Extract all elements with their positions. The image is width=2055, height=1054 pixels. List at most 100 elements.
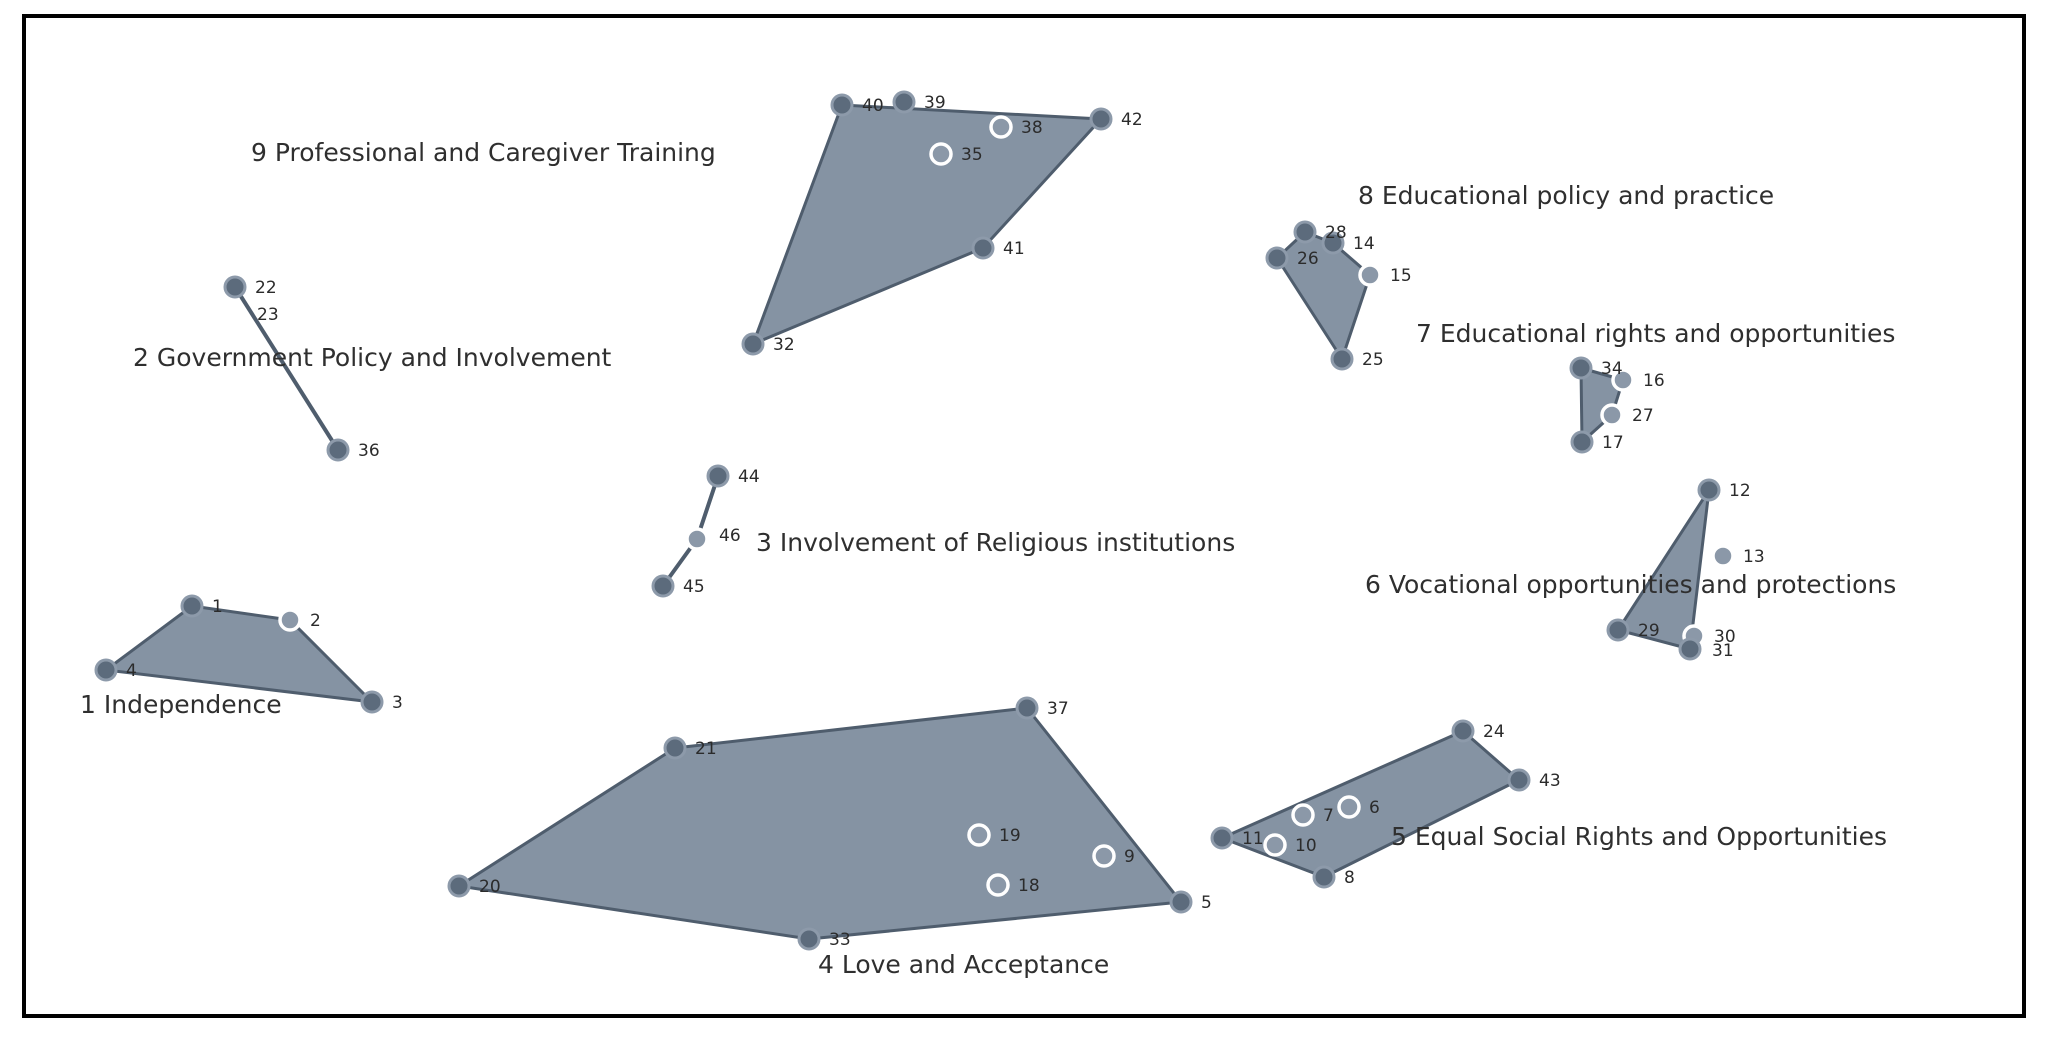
point-label-32: 32 xyxy=(773,335,795,355)
point-label-27: 27 xyxy=(1632,406,1654,426)
point-label-38: 38 xyxy=(1021,118,1043,138)
point-label-3: 3 xyxy=(392,693,403,713)
point-label-29: 29 xyxy=(1638,621,1660,641)
point-40 xyxy=(830,93,854,117)
cluster-label-c8: 8 Educational policy and practice xyxy=(1358,181,1774,210)
point-12 xyxy=(1697,478,1721,502)
point-34 xyxy=(1569,356,1593,380)
point-label-1: 1 xyxy=(212,597,223,617)
point-label-17: 17 xyxy=(1602,433,1624,453)
point-46 xyxy=(685,527,709,551)
point-label-33: 33 xyxy=(829,930,851,950)
point-label-22: 22 xyxy=(255,278,277,298)
point-9 xyxy=(1092,844,1116,868)
point-label-19: 19 xyxy=(999,826,1021,846)
cluster-polygon-c6 xyxy=(1616,488,1711,651)
point-5 xyxy=(1169,890,1193,914)
point-37 xyxy=(1015,696,1039,720)
point-22 xyxy=(223,275,247,299)
cluster-label-c6: 6 Vocational opportunities and protectio… xyxy=(1365,570,1896,599)
point-25 xyxy=(1330,347,1354,371)
point-20 xyxy=(447,874,471,898)
point-label-44: 44 xyxy=(738,467,760,487)
point-label-6: 6 xyxy=(1369,798,1380,818)
point-4 xyxy=(94,658,118,682)
point-2 xyxy=(278,608,302,632)
point-label-43: 43 xyxy=(1539,771,1561,791)
point-16 xyxy=(1611,368,1635,392)
point-31 xyxy=(1678,637,1702,661)
point-label-31: 31 xyxy=(1712,641,1734,661)
point-label-30: 30 xyxy=(1714,627,1736,647)
point-28 xyxy=(1293,220,1317,244)
point-label-4: 4 xyxy=(126,661,137,681)
point-38 xyxy=(989,115,1013,139)
point-10 xyxy=(1263,833,1287,857)
point-45 xyxy=(651,574,675,598)
point-label-40: 40 xyxy=(862,96,884,116)
point-1 xyxy=(180,594,204,618)
point-11 xyxy=(1210,826,1234,850)
point-label-12: 12 xyxy=(1729,481,1751,501)
cluster-label-c7: 7 Educational rights and opportunities xyxy=(1416,319,1895,348)
cluster-label-c9: 9 Professional and Caregiver Training xyxy=(251,138,716,167)
cluster-polygon-c9 xyxy=(751,103,1103,346)
point-label-10: 10 xyxy=(1295,836,1317,856)
point-18 xyxy=(986,873,1010,897)
point-3 xyxy=(360,690,384,714)
point-13 xyxy=(1711,544,1735,568)
point-label-7: 7 xyxy=(1323,806,1334,826)
point-label-37: 37 xyxy=(1047,699,1069,719)
point-label-5: 5 xyxy=(1201,893,1212,913)
cluster-polygon-c4 xyxy=(457,706,1183,941)
point-29 xyxy=(1606,618,1630,642)
point-21 xyxy=(663,736,687,760)
point-label-42: 42 xyxy=(1121,110,1143,130)
point-label-15: 15 xyxy=(1390,266,1412,286)
point-24 xyxy=(1451,719,1475,743)
point-26 xyxy=(1265,246,1289,270)
cluster-label-c2: 2 Government Policy and Involvement xyxy=(133,343,612,372)
point-27 xyxy=(1600,403,1624,427)
point-14 xyxy=(1321,231,1345,255)
point-label-35: 35 xyxy=(961,145,983,165)
point-39 xyxy=(892,90,916,114)
point-41 xyxy=(971,236,995,260)
point-label-9: 9 xyxy=(1124,847,1135,867)
point-label-26: 26 xyxy=(1297,249,1319,269)
point-label-45: 45 xyxy=(683,577,705,597)
point-19 xyxy=(967,823,991,847)
cluster-label-c3: 3 Involvement of Religious institutions xyxy=(756,528,1235,557)
point-label-24: 24 xyxy=(1483,722,1505,742)
cluster-label-c1: 1 Independence xyxy=(80,690,282,719)
cluster-label-c4: 4 Love and Acceptance xyxy=(818,950,1109,979)
point-43 xyxy=(1507,768,1531,792)
point-label-2: 2 xyxy=(310,611,321,631)
cluster-polygon-c1 xyxy=(104,604,374,704)
point-33 xyxy=(797,927,821,951)
point-label-11: 11 xyxy=(1242,829,1264,849)
point-label-14: 14 xyxy=(1353,234,1375,254)
point-label-36: 36 xyxy=(358,441,380,461)
point-8 xyxy=(1312,865,1336,889)
point-7 xyxy=(1291,803,1315,827)
point-42 xyxy=(1089,107,1113,131)
point-label-23: 23 xyxy=(257,305,279,325)
point-label-28: 28 xyxy=(1325,223,1347,243)
cluster-label-c5: 5 Equal Social Rights and Opportunities xyxy=(1391,822,1887,851)
point-label-13: 13 xyxy=(1743,547,1765,567)
point-label-39: 39 xyxy=(924,93,946,113)
point-6 xyxy=(1337,795,1361,819)
point-36 xyxy=(326,438,350,462)
point-label-16: 16 xyxy=(1643,371,1665,391)
point-label-46: 46 xyxy=(719,526,741,546)
cluster-line-c2 xyxy=(233,285,340,452)
point-label-21: 21 xyxy=(695,739,717,759)
point-32 xyxy=(741,332,765,356)
point-label-18: 18 xyxy=(1018,876,1040,896)
point-35 xyxy=(929,142,953,166)
point-label-41: 41 xyxy=(1003,239,1025,259)
point-label-20: 20 xyxy=(479,877,501,897)
point-44 xyxy=(706,464,730,488)
